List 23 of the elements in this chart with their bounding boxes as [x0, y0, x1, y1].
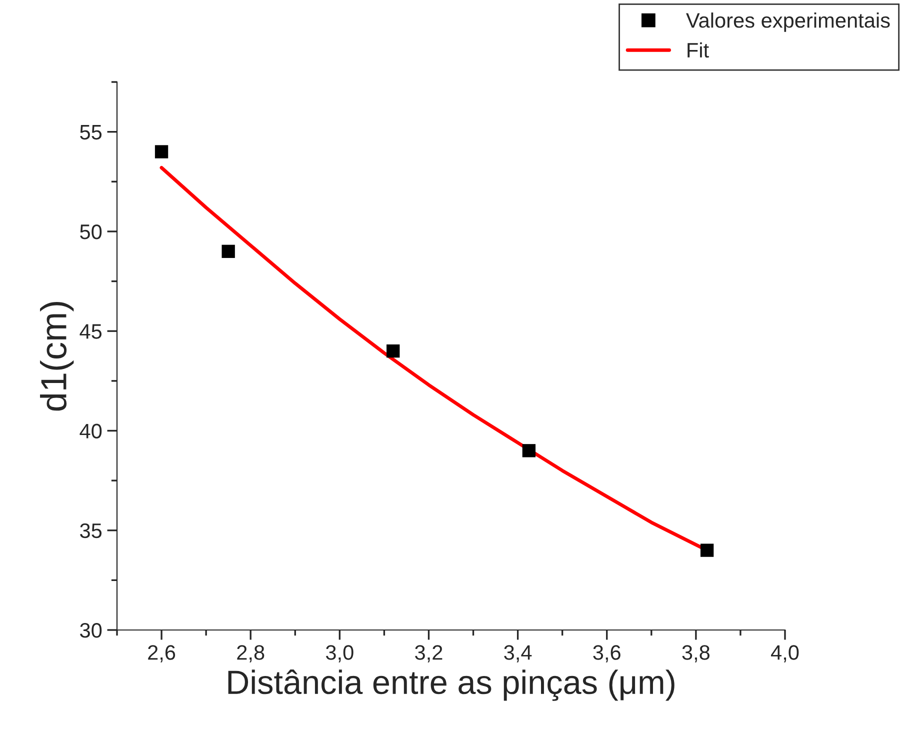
point	[700, 544, 714, 557]
x-tick-label: 2,6	[148, 645, 176, 662]
x-tick-label: 3,8	[682, 645, 710, 662]
x-axis-title: Distância entre as pinças (μm)	[228, 670, 674, 701]
x-tick-label: 4,0	[771, 645, 799, 662]
x-tick-label: 3,0	[326, 645, 354, 662]
y-tick-label: 30	[80, 623, 102, 638]
point	[154, 145, 168, 158]
y-tick-label: 50	[80, 224, 102, 240]
y-tick-label: 35	[80, 523, 102, 538]
x-tick-label: 2,8	[237, 645, 264, 662]
x-tick-label: 3,2	[415, 645, 442, 662]
legend-label: Fit	[688, 42, 709, 58]
point	[222, 244, 235, 258]
x-tick-label: 3,4	[504, 645, 532, 662]
y-tick-label: 55	[80, 125, 102, 140]
point	[386, 344, 400, 358]
point	[522, 444, 536, 458]
y-axis-title: d1(cm)	[40, 302, 74, 411]
y-tick-label: 45	[80, 324, 102, 339]
x-tick-label: 3,6	[593, 645, 620, 662]
legend-label: Valores experimentais	[686, 12, 890, 32]
y-tick-label: 40	[80, 424, 102, 438]
